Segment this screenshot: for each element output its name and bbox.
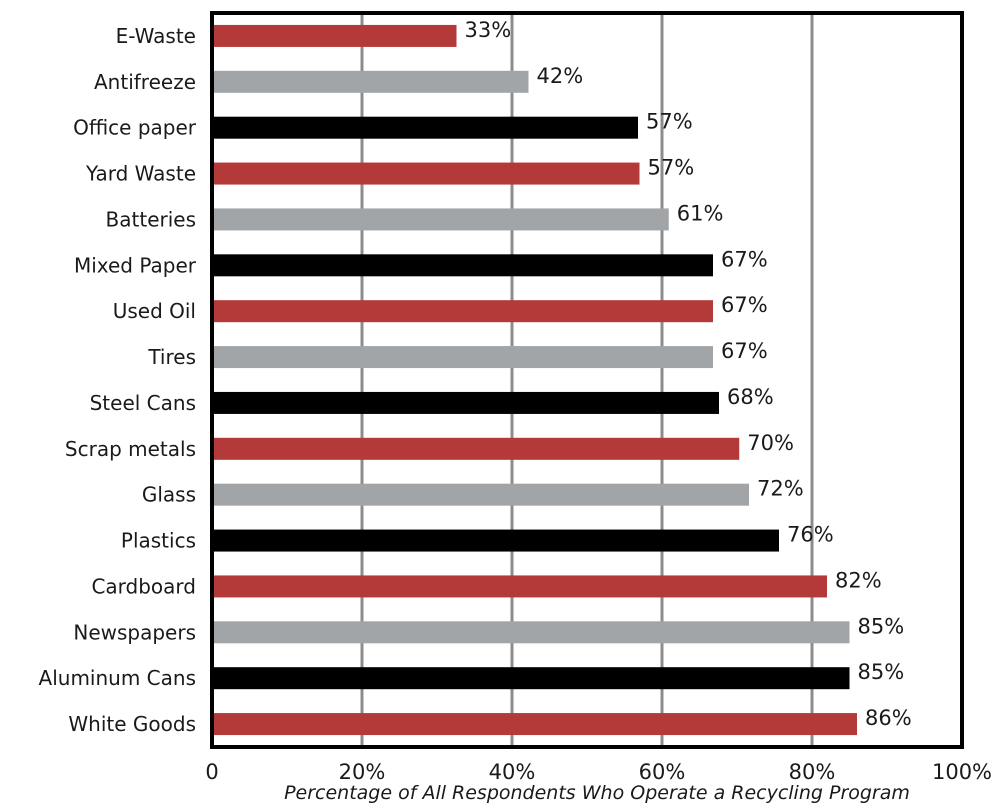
bars	[214, 24, 857, 736]
category-label: Batteries	[106, 207, 196, 231]
category-label: White Goods	[68, 712, 196, 736]
x-tick-label: 60%	[639, 760, 686, 784]
value-label: 68%	[727, 385, 774, 409]
bar	[214, 24, 457, 47]
value-labels: 33% 42% 57% 57% 61% 67% 67% 67% 68% 70% 72% 76%82% 8…	[465, 18, 912, 730]
category-labels: E-Waste Antifreeze Office paper Yard Waste B…	[39, 24, 197, 736]
category-label: Plastics	[121, 529, 196, 553]
bar	[214, 529, 779, 552]
x-tick-label: 100%	[932, 760, 992, 784]
value-label: 57%	[648, 156, 695, 180]
bar	[214, 621, 850, 644]
category-label: Office paper	[73, 116, 197, 140]
bar	[214, 116, 638, 139]
bar	[214, 208, 669, 231]
plot-frame	[210, 11, 964, 749]
bar	[214, 575, 827, 598]
category-label: Yard Waste	[85, 162, 196, 186]
x-tick-label: 40%	[489, 760, 536, 784]
value-label: 42%	[537, 64, 584, 88]
bar	[214, 437, 740, 460]
bar	[214, 162, 640, 185]
bar	[214, 70, 529, 93]
category-label: Antifreeze	[94, 70, 196, 94]
value-label: 67%	[721, 293, 768, 317]
category-label: Glass	[142, 483, 196, 507]
bar	[214, 483, 749, 506]
value-label: 33%	[465, 18, 512, 42]
category-label: Mixed Paper	[74, 253, 197, 277]
value-label: 86%	[865, 706, 912, 730]
value-label: 70%	[747, 431, 794, 455]
bar	[214, 300, 713, 323]
bar	[214, 391, 719, 414]
value-label: 85%	[858, 660, 905, 684]
category-label: Newspapers	[73, 620, 196, 644]
bar	[214, 254, 713, 277]
x-axis-title: Percentage of All Respondents Who Operat…	[284, 782, 910, 804]
category-label: E-Waste	[116, 24, 196, 48]
value-label: 76%	[787, 523, 834, 547]
x-tick-label: 80%	[789, 760, 836, 784]
category-label: Tires	[147, 345, 196, 369]
category-label: Cardboard	[91, 574, 196, 598]
x-tick-labels: 0 20% 40% 60% 80% 100%	[205, 760, 992, 784]
value-label: 61%	[677, 201, 724, 225]
x-tick-label: 0	[205, 760, 218, 784]
category-label: Scrap metals	[65, 437, 196, 461]
value-label: 72%	[757, 477, 804, 501]
category-label: Used Oil	[113, 299, 196, 323]
value-label: 57%	[646, 110, 693, 134]
category-label: Aluminum Cans	[39, 666, 196, 690]
bar	[214, 713, 857, 736]
category-label: Steel Cans	[90, 391, 196, 415]
bar	[214, 667, 850, 690]
value-label: 85%	[858, 614, 905, 638]
value-label: 67%	[721, 339, 768, 363]
value-label: 67%	[721, 247, 768, 271]
bar	[214, 346, 713, 369]
x-tick-label: 20%	[339, 760, 386, 784]
value-label: 82%	[835, 568, 882, 592]
